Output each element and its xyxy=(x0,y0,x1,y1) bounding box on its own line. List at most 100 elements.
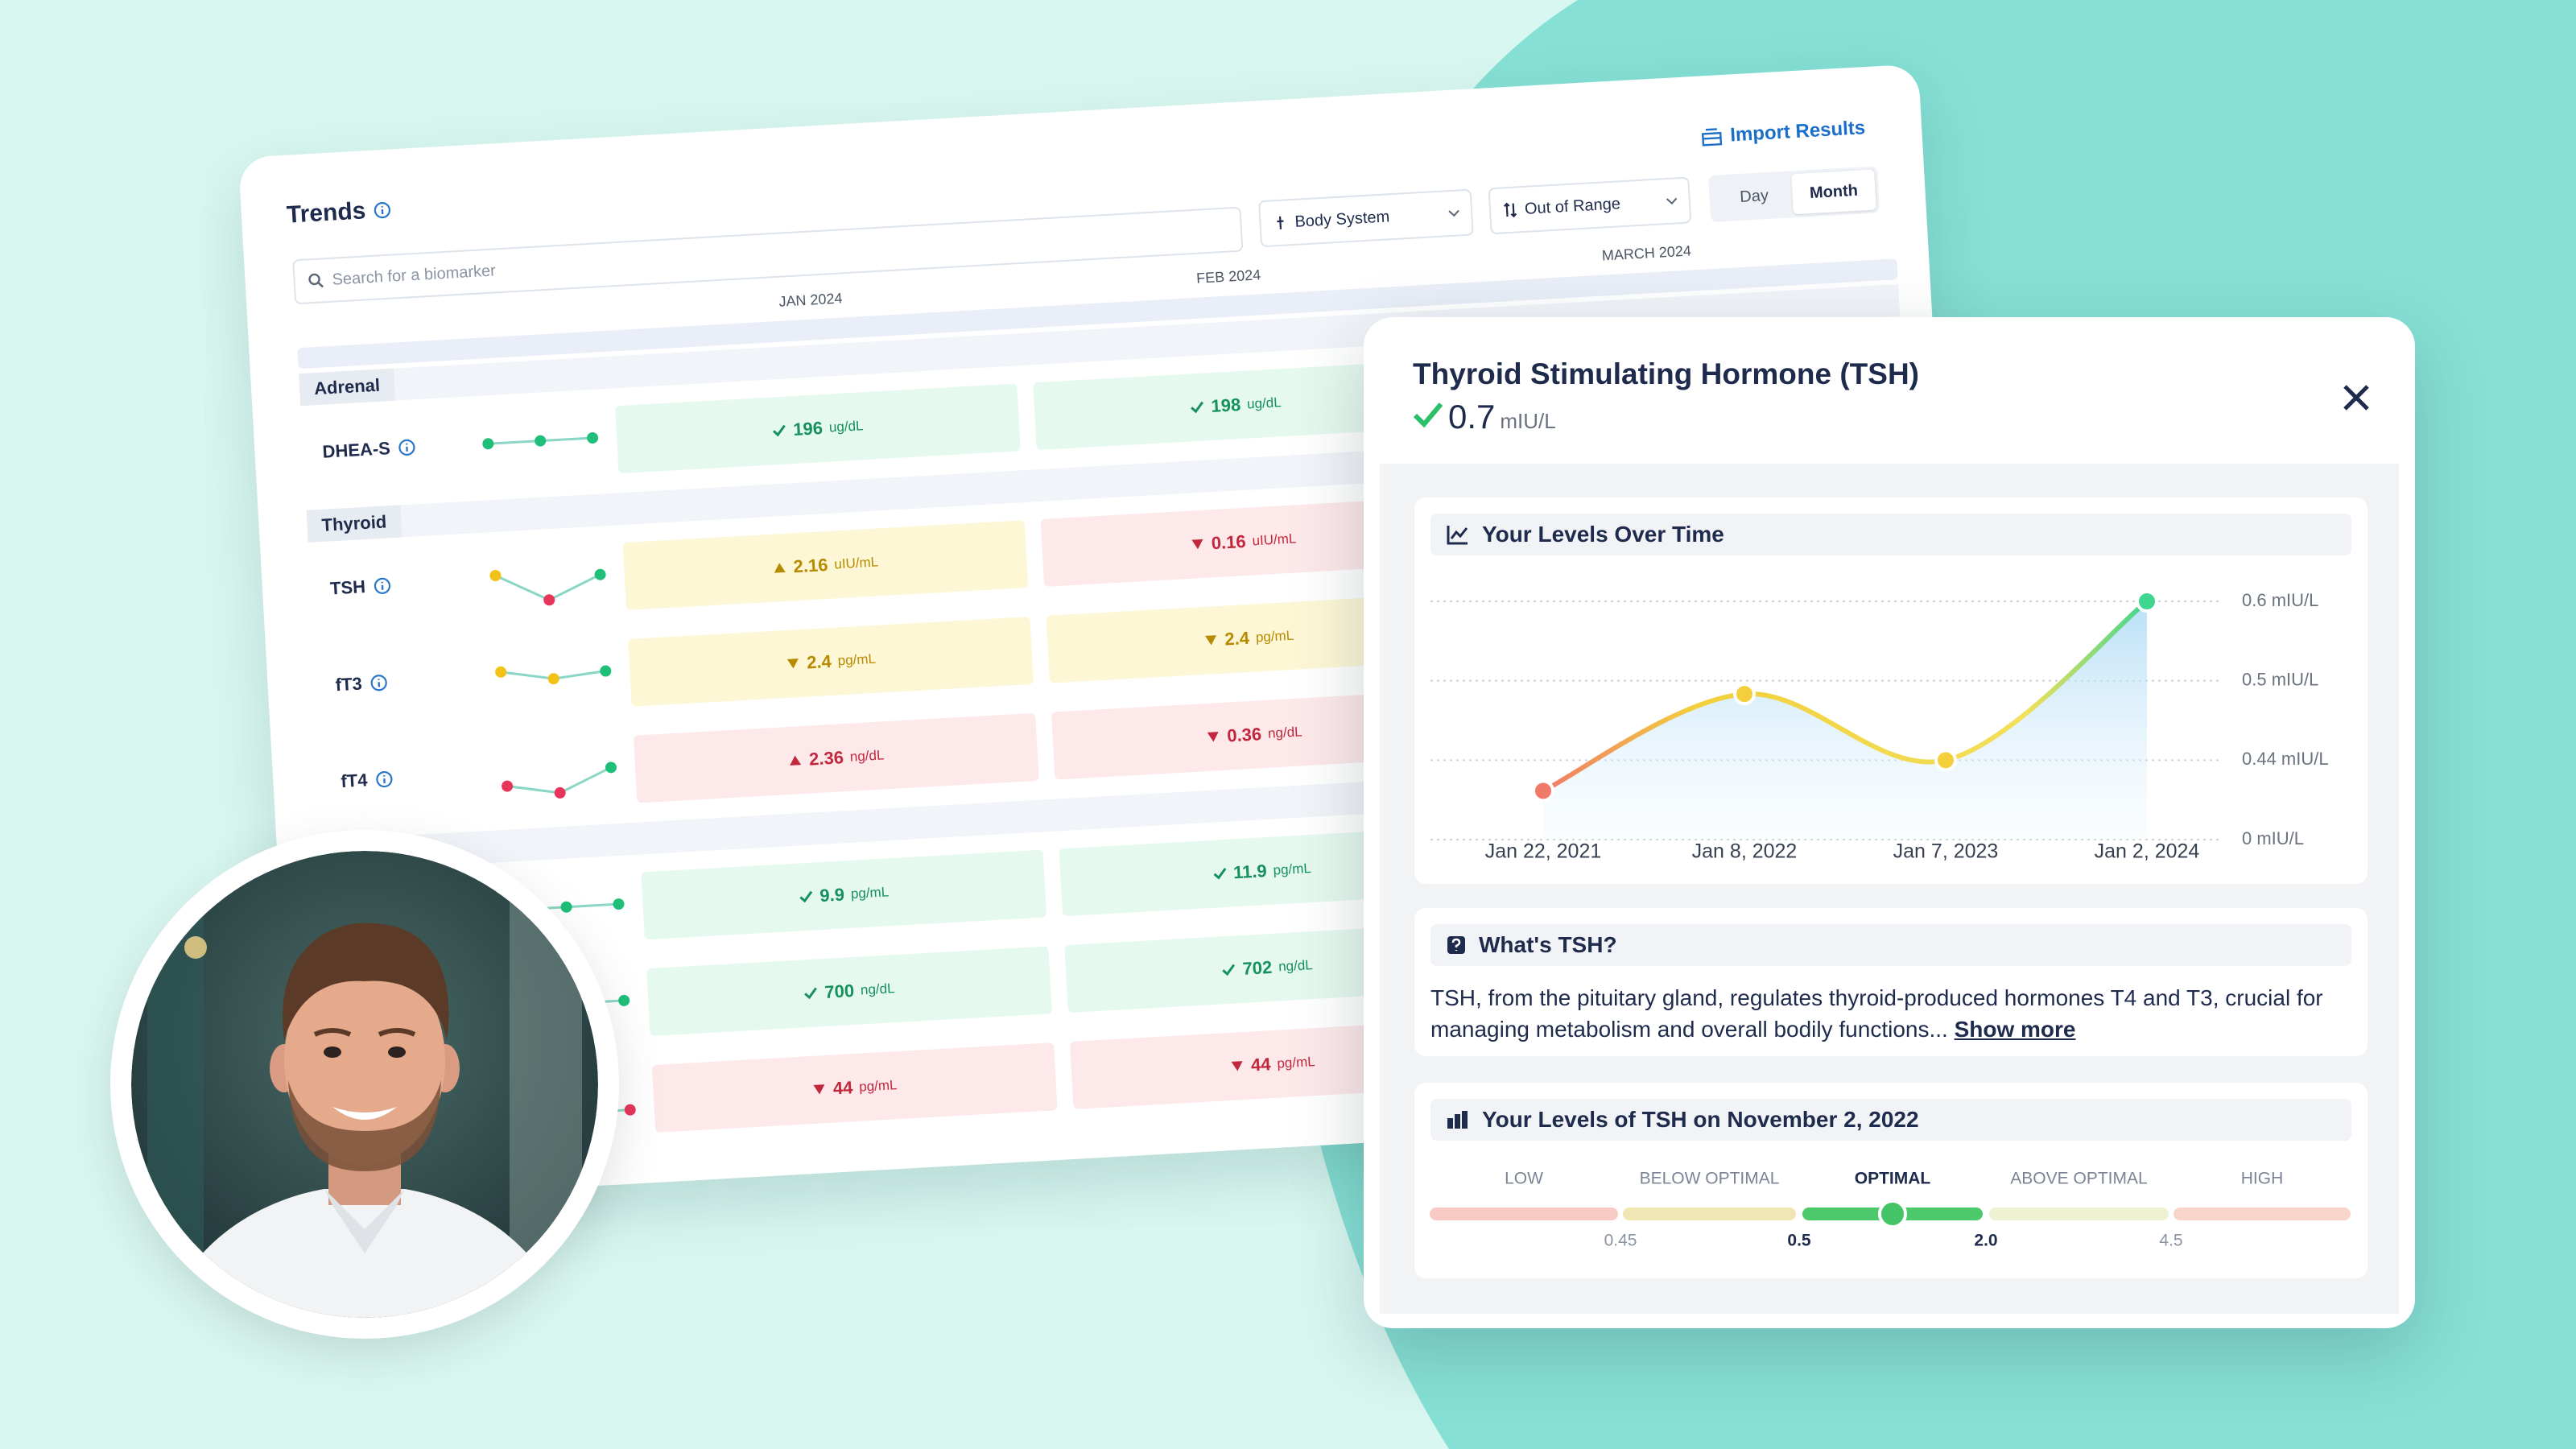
result-unit: pg/mL xyxy=(858,1077,898,1095)
line-chart: 0.6 mIU/L 0.5 mIU/L 0.44 mIU/L 0 mIU/L Jan 2… xyxy=(1430,590,2329,863)
search-icon-ring xyxy=(308,273,320,286)
status-icon-path xyxy=(1213,868,1226,880)
point xyxy=(1532,779,1554,803)
range-card: Your Levels of TSH on November 2, 2022 L… xyxy=(1414,1083,2368,1278)
point xyxy=(1934,749,1957,772)
status-icon xyxy=(790,755,802,766)
range-marker xyxy=(1878,1199,1907,1228)
about-text: TSH, from the pituitary gland, regulates… xyxy=(1430,985,2323,1042)
about-card: What's TSH? TSH, from the pituitary glan… xyxy=(1414,908,2368,1056)
hair xyxy=(283,923,449,1040)
result-value: 198 xyxy=(1210,394,1241,417)
result-cell[interactable]: 198 ug/dL xyxy=(1033,360,1439,451)
y-tick-label: 0.5 mIU/L xyxy=(2242,669,2318,689)
smile xyxy=(332,1107,397,1120)
result-value: 2.36 xyxy=(808,747,844,770)
result-cell[interactable]: 9.9 pg/mL xyxy=(641,849,1047,940)
sparkline-dot xyxy=(554,786,566,799)
info-icon-ring xyxy=(374,577,391,594)
result-cell[interactable]: 11.9 pg/mL xyxy=(1059,826,1465,917)
result-unit: ng/dL xyxy=(860,980,896,998)
range-segment xyxy=(1623,1208,1796,1220)
result-cell[interactable]: 0.16 uIU/mL xyxy=(1040,497,1447,587)
result-unit: pg/mL xyxy=(837,650,877,669)
status-icon xyxy=(813,1084,825,1095)
biomarker-label: fT4 xyxy=(340,770,369,792)
sparkline xyxy=(502,762,617,799)
panel-value: 0.7 xyxy=(1448,398,1496,436)
check-path xyxy=(1413,402,1443,428)
help-icon xyxy=(1447,936,1465,954)
range-threshold: 2.0 xyxy=(1974,1232,1997,1250)
sparkline-dot xyxy=(495,666,507,678)
x-tick-label: Jan 8, 2022 xyxy=(1692,840,1798,863)
range-label: OPTIMAL xyxy=(1855,1170,1931,1188)
info-icon-ring xyxy=(398,439,415,456)
toggle-option[interactable]: Month xyxy=(1791,169,1876,215)
filter-dropdown[interactable]: Out of Range xyxy=(1488,176,1692,235)
info-icon xyxy=(398,439,415,456)
result-unit: ng/dL xyxy=(1278,957,1314,975)
biomarker-name: fT4 xyxy=(341,768,394,792)
group-label: Thyroid xyxy=(306,505,402,543)
bars-icon-bar xyxy=(1455,1114,1460,1129)
sparkline-dot xyxy=(624,1104,636,1116)
result-cell[interactable]: 0.36 ng/dL xyxy=(1051,689,1457,780)
status-icon xyxy=(804,987,818,1000)
panel-value-row: 0.7 mIU/L xyxy=(1413,398,1556,436)
search-box[interactable]: Search for a biomarker xyxy=(292,206,1244,305)
bars-icon-bar xyxy=(1447,1118,1453,1129)
import-button[interactable]: Import Results xyxy=(1701,117,1866,148)
result-value: 44 xyxy=(1250,1054,1272,1075)
toggle-option[interactable]: Day xyxy=(1739,186,1769,206)
result-cell[interactable]: 2.16 uIU/mL xyxy=(622,520,1029,610)
range-segment xyxy=(2174,1208,2351,1220)
x-tick-label: Jan 7, 2023 xyxy=(1893,840,1999,863)
about-text-block: TSH, from the pituitary gland, regulates… xyxy=(1430,982,2356,1045)
sparkline-dot xyxy=(535,435,547,447)
info-icon-mark xyxy=(382,775,386,784)
info-icon-mark xyxy=(378,679,381,687)
filter-dropdown[interactable]: Body System xyxy=(1257,188,1474,248)
result-unit: ng/dL xyxy=(849,747,885,765)
panel-title: Thyroid Stimulating Hormone (TSH) xyxy=(1413,357,1919,390)
filter-icon-path xyxy=(1503,202,1517,218)
sparkline-dot xyxy=(502,780,514,792)
status-icon-path xyxy=(1205,635,1217,646)
status-icon-path xyxy=(1231,1061,1243,1071)
filter-icon xyxy=(1277,216,1284,229)
sparkline-dot xyxy=(543,594,555,606)
biomarker-label: DHEA-S xyxy=(321,438,391,462)
result-cell[interactable]: 44 pg/mL xyxy=(1069,1019,1476,1109)
show-more-link[interactable]: Show more xyxy=(1954,1017,2076,1042)
biomarker-name: TSH xyxy=(329,575,391,599)
range-threshold: 0.5 xyxy=(1787,1232,1811,1250)
result-cell[interactable]: 196 ug/dL xyxy=(614,383,1021,474)
result-cell[interactable]: 702 ng/dL xyxy=(1064,923,1471,1013)
result-cell[interactable]: 2.4 pg/mL xyxy=(628,616,1034,707)
status-icon xyxy=(773,424,786,437)
range-header: Your Levels of TSH on November 2, 2022 xyxy=(1430,1099,2351,1141)
status-icon-path xyxy=(790,755,802,766)
filter-label: Body System xyxy=(1294,207,1390,231)
result-cell[interactable]: 2.36 ng/dL xyxy=(633,712,1039,803)
help-icon-mark xyxy=(1451,938,1461,951)
sparkline-dot xyxy=(547,673,559,685)
period-toggle: Day Month xyxy=(1708,166,1880,223)
import-icon-path xyxy=(1701,128,1723,147)
result-cell[interactable]: 44 pg/mL xyxy=(651,1042,1058,1133)
status-icon xyxy=(1213,868,1226,880)
chevron xyxy=(1448,209,1459,217)
status-icon-path xyxy=(804,987,818,1000)
brow xyxy=(378,1028,416,1037)
trends-card: Trends Import Results Search for a biomark… xyxy=(238,64,1977,1203)
status-icon-path xyxy=(799,890,813,903)
status-icon xyxy=(1191,401,1204,414)
range-label: ABOVE OPTIMAL xyxy=(2010,1170,2147,1188)
status-icon-path xyxy=(1208,732,1220,742)
result-cell[interactable]: 2.4 pg/mL xyxy=(1046,592,1452,683)
close-button[interactable] xyxy=(2342,383,2371,412)
range-label: LOW xyxy=(1505,1170,1543,1188)
result-cell[interactable]: 700 ng/dL xyxy=(646,946,1052,1037)
